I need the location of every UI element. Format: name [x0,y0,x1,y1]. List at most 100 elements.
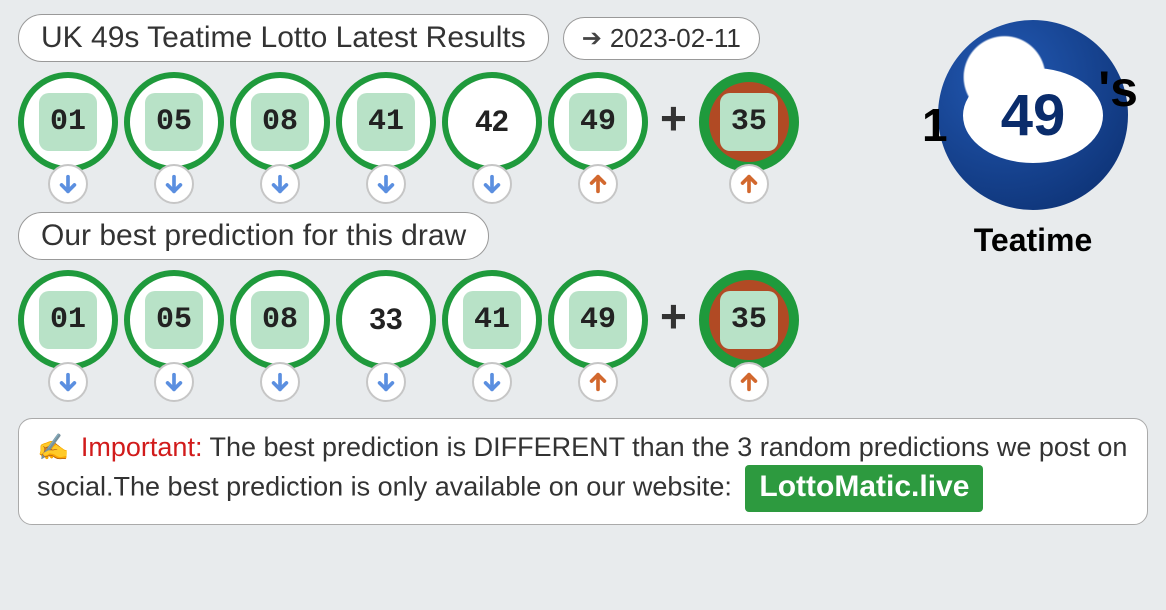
ball-number: 01 [50,105,86,139]
ball-column: 05 [124,270,224,402]
match-chip: 41 [357,93,415,151]
ball-column: 01 [18,72,118,204]
prediction-balls-row: 01 05 08 33 41 49 +35 [18,270,898,402]
ball-column: 41 [336,72,436,204]
trend-down-icon [375,173,397,195]
ball-column: 05 [124,72,224,204]
lotto-ball: 05 [124,72,224,172]
trend-down-icon [57,173,79,195]
match-chip: 01 [39,291,97,349]
trend-indicator [472,362,512,402]
trend-down-icon [481,173,503,195]
ball-number: 08 [262,105,298,139]
lotto-ball: 01 [18,72,118,172]
main-content: UK 49s Teatime Lotto Latest Results 2023… [18,14,1148,410]
ball-number: 35 [731,105,767,139]
lotto-ball: 49 [548,72,648,172]
results-date: 2023-02-11 [563,17,760,60]
pencil-icon: ✍️ [37,432,69,462]
trend-indicator [729,362,769,402]
prediction-title: Our best prediction for this draw [18,212,489,260]
ball-number: 33 [369,303,402,337]
trend-indicator [260,164,300,204]
lotto-ball: 01 [18,270,118,370]
trend-indicator [729,164,769,204]
trend-up-icon [587,371,609,393]
ball-column: 49 [548,72,648,204]
trend-up-icon [738,173,760,195]
trend-indicator [578,164,618,204]
date-value: 2023-02-11 [610,23,741,54]
match-chip: 35 [720,93,778,151]
logo-label: Teatime [918,222,1148,259]
trend-indicator [472,164,512,204]
ball-number: 01 [50,303,86,337]
trend-down-icon [163,371,185,393]
logo-number: 49 [963,68,1103,163]
bonus-ball-column: 35 [699,72,799,204]
lotto-ball: 49 [548,270,648,370]
trend-indicator [366,164,406,204]
trend-indicator [48,362,88,402]
logo-suffix: 's [1098,60,1138,118]
trend-down-icon [481,371,503,393]
ball-column: 01 [18,270,118,402]
match-chip: 49 [569,291,627,349]
ball-number: 49 [580,303,616,337]
ball-column: 41 [442,270,542,402]
ball-number: 05 [156,303,192,337]
results-title: UK 49s Teatime Lotto Latest Results [18,14,549,62]
match-chip: 05 [145,93,203,151]
logo-ball: 1 49 's [938,20,1128,210]
ball-number: 35 [731,303,767,337]
lotto-ball: 08 [230,270,330,370]
results-header-row: UK 49s Teatime Lotto Latest Results 2023… [18,14,898,62]
prediction-header-row: Our best prediction for this draw [18,212,898,260]
trend-up-icon [738,371,760,393]
ball-number: 05 [156,105,192,139]
lotto-ball: 41 [442,270,542,370]
trend-indicator [154,362,194,402]
match-chip: 35 [720,291,778,349]
trend-indicator [578,362,618,402]
lotto-ball: 08 [230,72,330,172]
trend-down-icon [57,371,79,393]
results-balls-row: 01 05 08 41 42 49 +35 [18,72,898,204]
trend-indicator [154,164,194,204]
trend-indicator [48,164,88,204]
logo-decor-left: 1 [922,98,948,152]
lotto-ball: 05 [124,270,224,370]
ball-column: 08 [230,270,330,402]
notice-important-label: Important: [81,432,203,462]
ball-column: 33 [336,270,436,402]
ball-number: 41 [368,105,404,139]
ball-number: 41 [474,303,510,337]
trend-indicator [260,362,300,402]
notice-box: ✍️ Important: The best prediction is DIF… [18,418,1148,525]
ball-column: 08 [230,72,330,204]
plus-separator: + [660,91,687,145]
lotto-ball: 33 [336,270,436,370]
left-column: UK 49s Teatime Lotto Latest Results 2023… [18,14,898,410]
lotto-ball: 41 [336,72,436,172]
match-chip: 05 [145,291,203,349]
match-chip: 08 [251,93,309,151]
ball-number: 42 [475,105,508,139]
ball-column: 49 [548,270,648,402]
site-badge[interactable]: LottoMatic.live [745,465,983,512]
logo-box: 1 49 's Teatime [918,14,1148,410]
trend-down-icon [375,371,397,393]
bonus-ball-column: 35 [699,270,799,402]
trend-indicator [366,362,406,402]
match-chip: 41 [463,291,521,349]
trend-down-icon [163,173,185,195]
plus-separator: + [660,289,687,343]
lotto-ball: 42 [442,72,542,172]
ball-number: 49 [580,105,616,139]
match-chip: 49 [569,93,627,151]
trend-up-icon [587,173,609,195]
ball-column: 42 [442,72,542,204]
bonus-ball: 35 [699,72,799,172]
ball-number: 08 [262,303,298,337]
trend-down-icon [269,173,291,195]
